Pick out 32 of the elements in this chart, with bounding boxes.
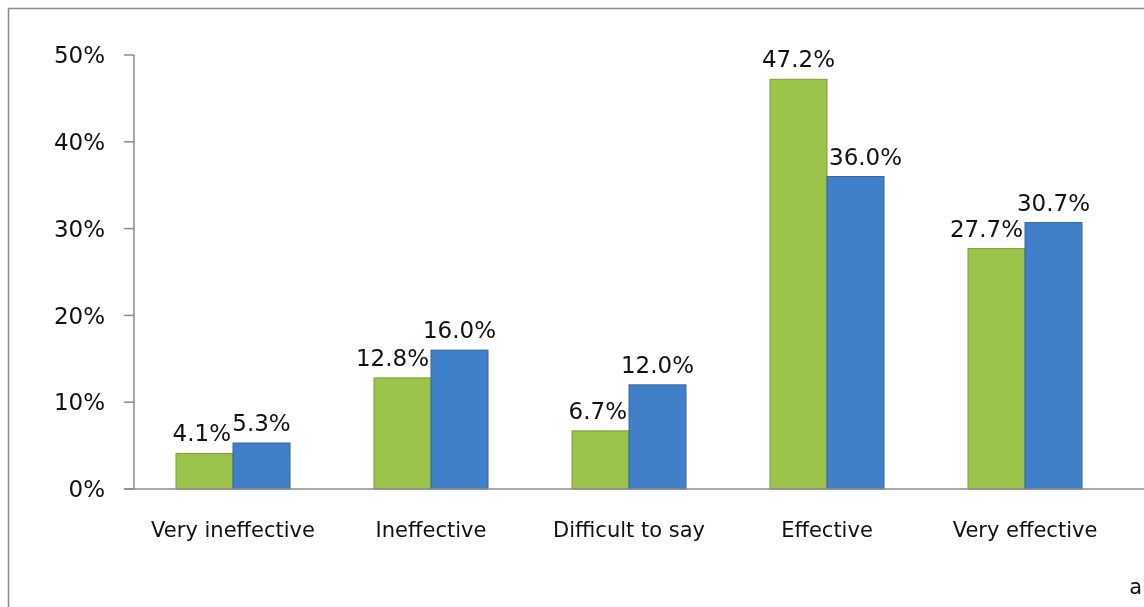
data-label: 27.7%	[949, 215, 1023, 242]
x-tick-label: Effective	[781, 518, 873, 542]
x-tick-label: Very ineffective	[151, 518, 315, 542]
data-label: 5.3%	[232, 410, 291, 436]
y-tick-label: 20%	[53, 302, 105, 329]
bar	[1024, 222, 1083, 490]
text: a	[1129, 575, 1142, 599]
y-tick-label: 40%	[53, 129, 105, 156]
bar	[826, 176, 885, 490]
data-label: 4.1%	[172, 420, 231, 447]
x-tick-label: Very effective	[952, 518, 1098, 542]
bar	[628, 384, 687, 490]
y-tick-label: 50%	[53, 42, 105, 69]
x-tick-label: Ineffective	[375, 518, 487, 542]
data-label: 16.0%	[422, 317, 497, 344]
bar	[232, 442, 291, 490]
bar	[175, 452, 234, 490]
bar	[769, 78, 828, 490]
data-label: 12.8%	[355, 344, 429, 371]
y-tick-label: 30%	[53, 215, 105, 242]
y-tick-label: 0%	[68, 476, 105, 503]
bar	[967, 248, 1026, 490]
bar	[373, 377, 432, 490]
y-tick-label: 10%	[53, 389, 105, 416]
x-tick-label: Difficult to say	[553, 518, 705, 542]
data-label: 36.0%	[829, 143, 903, 170]
bar	[571, 430, 630, 490]
bar	[430, 349, 489, 490]
data-label: 12.0%	[620, 351, 695, 378]
data-label: 47.2%	[761, 46, 836, 73]
data-label: 30.7%	[1016, 189, 1091, 216]
data-label: 6.7%	[568, 397, 627, 424]
